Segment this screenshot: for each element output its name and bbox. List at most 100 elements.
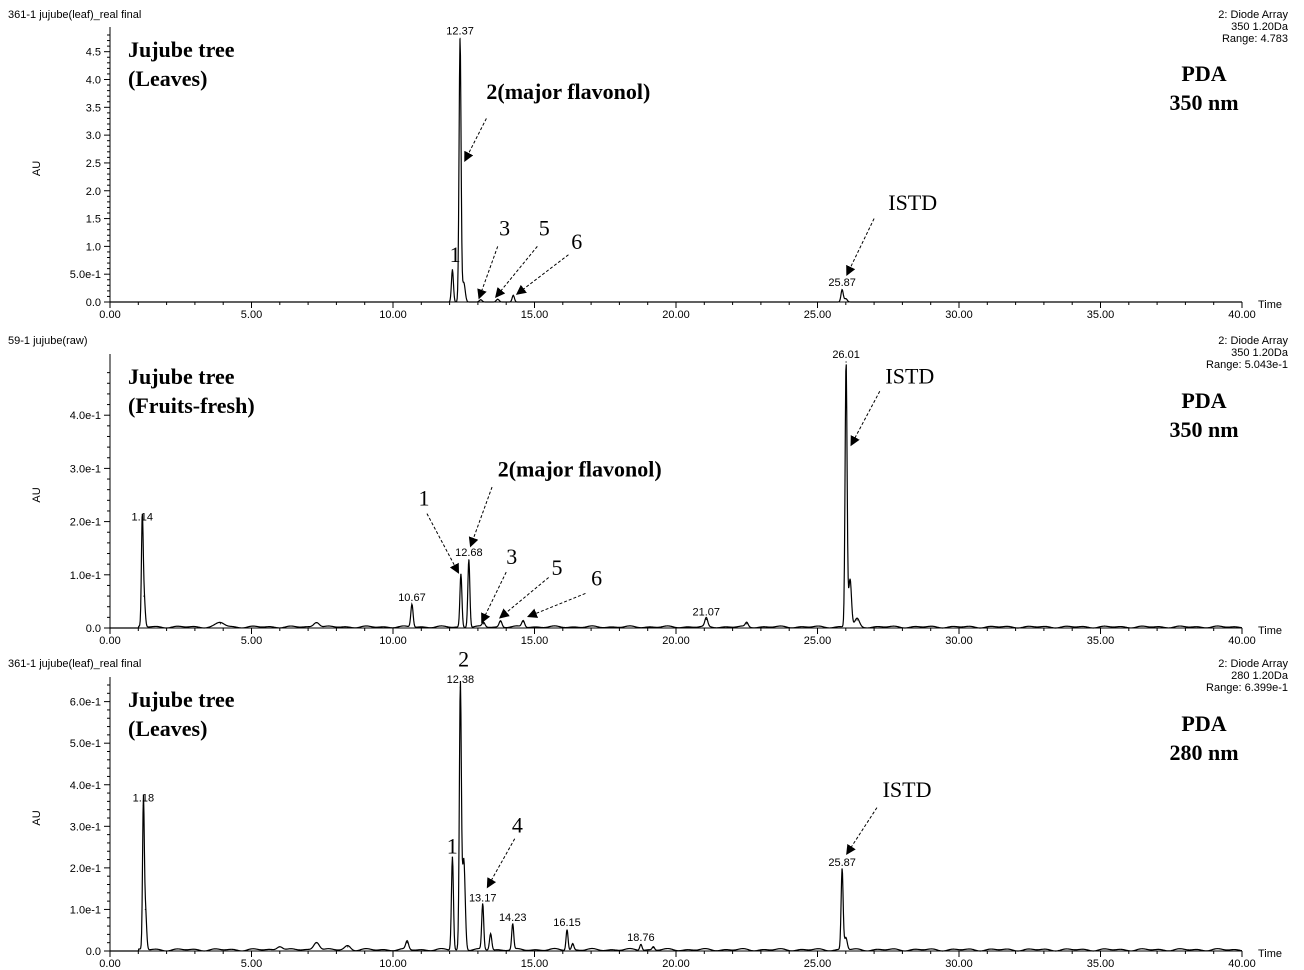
y-tick-label: 1.5 [86, 214, 101, 226]
y-tick-label: 3.0 [86, 130, 101, 142]
peak-apex [279, 946, 281, 948]
peak-apex [406, 942, 408, 944]
annotation-arrow [495, 246, 538, 298]
peak-apex [463, 281, 465, 284]
peak-apex [841, 289, 843, 291]
annotation-label: 4 [512, 813, 523, 838]
peak-apex [512, 294, 514, 296]
annotation-label: 6 [591, 565, 602, 590]
peak-apex [845, 298, 847, 300]
peak-apex [705, 618, 707, 621]
peak-apex [411, 604, 413, 606]
chromatogram-trace [110, 680, 1243, 952]
peak-apex [141, 523, 143, 525]
peak-apex [497, 298, 499, 300]
peak-apex [652, 947, 654, 949]
y-tick-label: 0.0 [86, 623, 101, 635]
y-tick-label: 3.0e-1 [70, 821, 101, 833]
peak-label: 12.38 [447, 674, 475, 686]
peak-label: 1.18 [133, 793, 154, 805]
x-tick-label: 15.00 [521, 635, 549, 647]
detector-label: 350 nm [1169, 417, 1238, 442]
y-tick-label: 3.5 [86, 102, 101, 114]
x-tick-label: 35.00 [1087, 958, 1115, 970]
x-tick-label: 0.00 [99, 635, 120, 647]
y-tick-label: 4.0e-1 [70, 410, 101, 422]
peak-apex [522, 621, 524, 623]
peak-label: 13.17 [469, 892, 497, 904]
peak-label: 18.76 [627, 932, 655, 944]
sample-title: Jujube tree [128, 364, 235, 389]
annotation-arrow [426, 513, 460, 574]
annotation-arrow [481, 571, 507, 624]
y-tick-label: 5.0e-1 [70, 738, 101, 750]
header-right-line: 280 1.20Da [1231, 670, 1289, 682]
y-tick-label: 2.0e-1 [70, 863, 101, 875]
x-axis-label: Time [1258, 948, 1282, 960]
peak-apex [482, 904, 484, 906]
x-tick-label: 25.00 [804, 635, 832, 647]
peak-apex [845, 361, 847, 363]
chromatogram-panel-3: 361-1 jujube(leaf)_real final 2: Diode Ar… [8, 646, 1289, 970]
annotation-arrow [850, 391, 881, 447]
x-tick-label: 20.00 [662, 958, 690, 970]
x-tick-label: 5.00 [241, 635, 262, 647]
annotation-arrow [468, 486, 493, 548]
annotation-arrow [486, 838, 516, 889]
annotation-label: ISTD [885, 363, 934, 388]
x-tick-label: 15.00 [521, 958, 549, 970]
peak-apex [459, 37, 461, 39]
annotation-arrow [464, 118, 487, 162]
x-tick-label: 35.00 [1087, 309, 1115, 321]
peak-apex [143, 595, 145, 597]
peak-apex [849, 579, 851, 581]
annotation-label: ISTD [888, 190, 937, 215]
x-tick-label: 35.00 [1087, 635, 1115, 647]
y-tick-label: 0.0 [86, 946, 101, 958]
chromatogram-trace [110, 364, 1243, 629]
y-axis-label: AU [31, 487, 43, 502]
peak-apex [746, 623, 748, 625]
chromatogram-panel-1: 361-1 jujube(leaf)_real final 2: Diode Ar… [8, 9, 1289, 321]
peak-apex [459, 686, 461, 688]
sample-title: (Fruits-fresh) [128, 393, 255, 418]
peak-label: 25.87 [828, 277, 856, 289]
peak-label: 1.14 [132, 511, 153, 523]
peak-apex [512, 924, 514, 926]
x-tick-label: 30.00 [945, 309, 973, 321]
annotation-label: 3 [506, 544, 517, 569]
y-tick-label: 4.5 [86, 47, 101, 59]
y-tick-label: 4.0e-1 [70, 780, 101, 792]
annotation-label: 6 [571, 229, 582, 254]
sample-title: (Leaves) [128, 66, 207, 91]
detector-label: PDA [1181, 61, 1226, 86]
x-axis-label: Time [1258, 625, 1282, 637]
annotation-arrow [846, 218, 875, 276]
y-tick-label: 1.0e-1 [70, 570, 101, 582]
x-tick-label: 10.00 [379, 309, 407, 321]
annotation-arrow [526, 592, 586, 618]
peak-label: 25.87 [828, 857, 856, 869]
detector-label: PDA [1181, 388, 1226, 413]
peak-apex [460, 574, 462, 576]
peak-apex [640, 944, 642, 946]
detector-label: PDA [1181, 711, 1226, 736]
header-left: 59-1 jujube(raw) [8, 335, 87, 347]
x-tick-label: 40.00 [1228, 635, 1256, 647]
x-tick-label: 30.00 [945, 958, 973, 970]
annotation-label: 1 [447, 833, 458, 858]
header-right-line: Range: 4.783 [1222, 33, 1288, 45]
annotation-label: 1 [418, 486, 429, 511]
sample-title: (Leaves) [128, 716, 207, 741]
sample-title: Jujube tree [128, 687, 235, 712]
annotation-arrow [846, 807, 878, 856]
x-tick-label: 5.00 [241, 958, 262, 970]
peak-apex [451, 269, 454, 271]
peak-label: 16.15 [553, 917, 581, 929]
peak-label: 21.07 [693, 606, 721, 618]
header-left: 361-1 jujube(leaf)_real final [8, 9, 141, 21]
peak-apex [572, 944, 574, 946]
y-tick-label: 2.5 [86, 158, 101, 170]
